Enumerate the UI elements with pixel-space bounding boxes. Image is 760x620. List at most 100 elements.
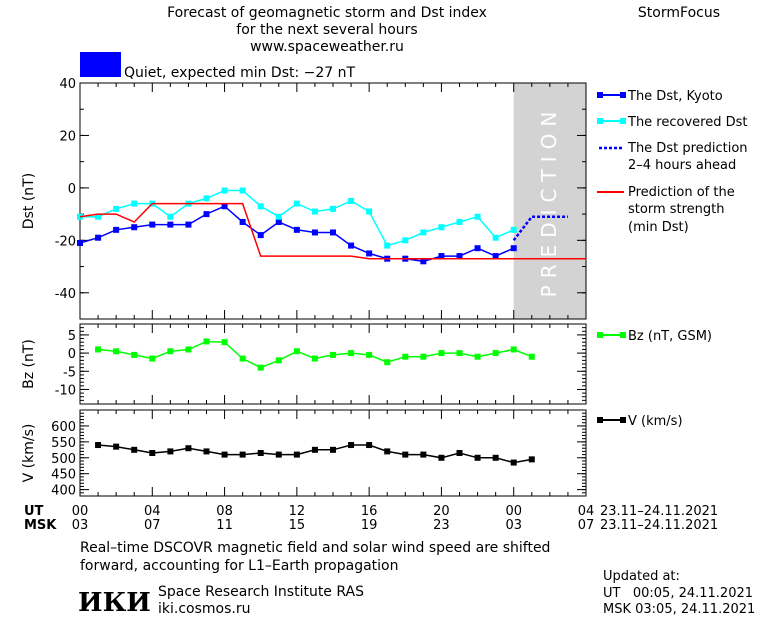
bz-point	[510, 346, 517, 353]
brand-name: StormFocus	[638, 5, 720, 21]
bz-point	[311, 355, 318, 362]
bz-point	[203, 338, 210, 345]
dst-recovered-point	[257, 203, 264, 210]
legend-v-label: V (km/s)	[628, 414, 683, 429]
msk-tick-label: 07	[578, 518, 595, 533]
v-point	[510, 459, 517, 466]
v-point	[456, 450, 463, 456]
bz-point	[384, 359, 391, 366]
bz-point	[113, 348, 120, 355]
ut-date-range: 23.11–24.11.2021	[600, 504, 718, 519]
v-point	[293, 451, 300, 458]
chart-title-url: www.spaceweather.ru	[250, 39, 404, 55]
plot-frame	[79, 323, 587, 405]
legend-v: V (km/s)	[597, 414, 683, 429]
y-axis-label: V (km/s)	[21, 424, 37, 483]
x-tick-labels: 00 04 08 12 16 20 00 04 03 07 11 15 19 23 03 07	[72, 504, 595, 533]
dst-recovered-point	[95, 213, 102, 220]
msk-tick-label: 23	[433, 518, 450, 533]
bz-point	[239, 355, 246, 362]
dst-recovered-point	[311, 208, 318, 215]
y-axis-label: Dst (nT)	[21, 173, 37, 229]
dst-recovered-point	[77, 213, 83, 220]
status-text: Quiet, expected min Dst: −27 nT	[124, 65, 356, 81]
y-tick-label: 0	[68, 182, 76, 197]
dst-kyoto-point	[438, 253, 445, 260]
y-tick-label: 600	[51, 420, 76, 435]
v-point	[185, 445, 192, 452]
bz-point	[185, 346, 192, 353]
dst-recovered-point	[203, 195, 210, 202]
y-tick-label: 500	[51, 452, 76, 467]
dst-recovered-point	[113, 205, 120, 212]
chart-title-line-2: for the next several hours	[236, 22, 417, 38]
legend-bz-label: Bz (nT, GSM)	[628, 329, 712, 344]
dst-recovered-point	[438, 224, 445, 231]
v-point	[402, 451, 409, 458]
updated-label: Updated at:	[603, 569, 680, 584]
iki-logo: ИКИ	[78, 588, 151, 618]
dst-kyoto-point	[257, 232, 264, 239]
bz-point	[348, 350, 355, 357]
bz-point	[95, 346, 102, 353]
v-point	[221, 451, 228, 458]
legend-dst-prediction: The Dst prediction 2–4 hours ahead	[599, 141, 748, 173]
dst-kyoto-point	[311, 229, 318, 236]
dst-recovered-point	[456, 218, 463, 225]
dst-kyoto-point	[77, 239, 83, 246]
ut-tick-label: 04	[144, 504, 161, 519]
v-point	[366, 442, 373, 449]
dst-kyoto-point	[131, 224, 138, 231]
storm-strength-line	[79, 202, 586, 260]
msk-tick-label: 03	[505, 518, 522, 533]
v-point	[95, 442, 102, 449]
dst-kyoto-point	[456, 253, 463, 260]
dst-kyoto-point	[348, 242, 355, 249]
dst-recovered-point	[510, 226, 517, 233]
legend-dst-recovered: The recovered Dst	[597, 115, 747, 130]
dst-recovered-point	[221, 187, 228, 194]
dst-panel: PREDICTION 40 20 0 -20 -40 Dst (nT)	[21, 77, 587, 320]
institute-site: iki.cosmos.ru	[158, 601, 250, 617]
bz-point	[402, 353, 409, 360]
msk-tick-label: 03	[72, 518, 89, 533]
dst-kyoto-point	[330, 229, 336, 236]
v-point	[149, 450, 156, 456]
bz-point	[293, 348, 300, 355]
y-tick-label: 550	[51, 436, 76, 451]
dst-kyoto-point	[510, 245, 517, 252]
y-axis-label: Bz (nT)	[21, 339, 37, 389]
v-point	[275, 451, 282, 458]
prediction-label: PREDICTION	[537, 105, 561, 298]
v-point	[167, 448, 174, 455]
dst-kyoto-line	[79, 205, 515, 263]
v-point	[528, 456, 535, 463]
y-tick-label: 5	[68, 329, 76, 344]
legend-storm-strength: Prediction of the storm strength (min Ds…	[597, 185, 735, 235]
legend-storm-label-1: Prediction of the	[628, 185, 735, 200]
dst-kyoto-point	[113, 226, 120, 233]
legend-storm-label-3: (min Dst)	[628, 220, 689, 235]
y-tick-label: 0	[68, 347, 76, 362]
dst-kyoto-point	[366, 250, 373, 257]
dst-kyoto-point	[167, 221, 174, 228]
legend-dst-recovered-label: The recovered Dst	[627, 115, 747, 130]
footer-note-line-2: forward, accounting for L1–Earth propaga…	[80, 558, 399, 574]
legend-storm-label-2: storm strength	[628, 202, 725, 217]
y-tick-label: 20	[59, 129, 76, 144]
dst-recovered-point	[366, 208, 373, 215]
ut-tick-label: 00	[72, 504, 89, 519]
v-point	[474, 454, 481, 461]
institute-name: Space Research Institute RAS	[158, 584, 364, 600]
v-point	[420, 451, 427, 458]
updated-ut: UT 00:05, 24.11.2021	[603, 586, 753, 601]
dst-recovered-point	[384, 242, 391, 249]
msk-tick-label: 19	[361, 518, 378, 533]
msk-tick-label: 15	[289, 518, 306, 533]
dst-recovered-point	[348, 198, 355, 204]
dst-kyoto-point	[95, 234, 102, 241]
bz-point	[275, 357, 282, 364]
legend-dst-prediction-label-1: The Dst prediction	[627, 141, 748, 156]
